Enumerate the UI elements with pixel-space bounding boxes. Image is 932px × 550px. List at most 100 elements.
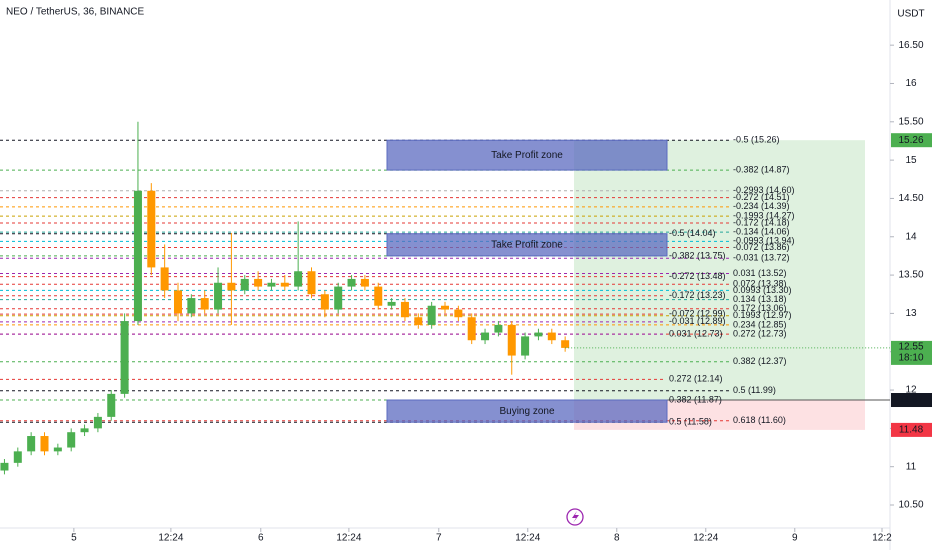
candle-body	[53, 447, 62, 452]
y-tick-label: 15	[905, 155, 917, 166]
candle-body	[200, 298, 209, 310]
fib-label: 0.172 (13.06)	[733, 303, 787, 313]
x-tick-label: 12:24	[515, 533, 540, 544]
fib-label: 0.0993 (13.30)	[733, 285, 792, 295]
event-bolt	[572, 511, 579, 523]
candle-body	[173, 290, 183, 314]
fib-label: 0.618 (11.60)	[733, 415, 786, 425]
y-tick-label: 13	[905, 308, 917, 319]
candle-body	[280, 282, 289, 287]
fib-label: -0.382 (14.87)	[733, 164, 790, 174]
zone-label: Take Profit zone	[491, 239, 563, 250]
candle-body	[187, 298, 196, 314]
candle-body	[267, 282, 276, 287]
fib-label: -0.272 (13.48)	[669, 271, 726, 281]
fib-label: -0.2993 (14.60)	[733, 185, 795, 195]
y-tick-label: 16	[905, 78, 917, 89]
fib-label: -0.5 (14.04)	[669, 228, 716, 238]
unit-label: USDT	[897, 9, 924, 20]
fib-label: -0.0993 (13.94)	[733, 236, 795, 246]
y-tick-label: 11	[906, 461, 917, 472]
zone-label: Buying zone	[499, 406, 554, 417]
fib-label: 0.031 (13.52)	[733, 268, 787, 278]
candle-body	[547, 332, 556, 341]
price-tag-label: 11.87	[899, 395, 924, 406]
candle-body	[160, 267, 169, 291]
fib-label: -0.031 (12.89)	[669, 316, 726, 326]
candle-body	[320, 294, 329, 310]
x-tick-label: 7	[436, 533, 442, 544]
x-tick-label: 5	[71, 533, 77, 544]
fib-label: 0.1993 (12.97)	[733, 310, 792, 320]
candle-body	[454, 309, 463, 318]
candle-body	[227, 282, 236, 291]
candle-body	[107, 393, 116, 417]
zone-box	[386, 139, 668, 171]
y-tick-label: 10.50	[898, 500, 923, 511]
fib-label: 0.272 (12.14)	[669, 374, 723, 384]
candle-body	[133, 190, 142, 322]
event-icon[interactable]	[566, 508, 584, 526]
candle-body	[27, 436, 36, 452]
fib-label: -0.1993 (14.27)	[733, 210, 795, 220]
fib-label: 0.031 (12.73)	[669, 328, 723, 338]
candle-body	[214, 282, 223, 310]
y-tick-label: 13.50	[898, 270, 923, 281]
fib-label: 0.272 (12.73)	[733, 328, 787, 338]
candle-body	[294, 271, 303, 287]
fib-label: -0.172 (13.23)	[669, 290, 726, 300]
candle-body	[387, 301, 396, 306]
fib-label: 0.382 (12.37)	[733, 356, 787, 366]
fib-label: 0.382 (11.87)	[669, 394, 722, 404]
x-tick-label: 9	[792, 533, 798, 544]
candle-body	[347, 278, 356, 287]
candle-body	[40, 436, 49, 452]
price-tag-label: 15.26	[898, 135, 923, 146]
price-tag-label: 11.48	[899, 425, 924, 436]
fib-label: 0.5 (11.99)	[733, 385, 776, 395]
candle-body	[414, 317, 423, 325]
candle-body	[307, 271, 316, 295]
fib-label: -0.172 (14.18)	[733, 217, 790, 227]
y-tick-label: 15.50	[898, 116, 923, 127]
x-tick-label: 12:24	[336, 533, 361, 544]
price-tag	[891, 393, 932, 408]
x-tick-label: 12:24	[158, 533, 183, 544]
candle-body	[467, 317, 476, 341]
price-tag-label: 12.55	[898, 342, 923, 353]
x-tick-label: 6	[258, 533, 264, 544]
y-tick-label: 16.50	[898, 40, 923, 51]
x-tick-label: 12:24	[693, 533, 718, 544]
y-tick-label: 14	[905, 231, 917, 242]
fib-label: 0.134 (13.18)	[733, 294, 787, 304]
fib-label: -0.031 (13.72)	[733, 253, 790, 263]
y-tick-label: 12	[905, 385, 917, 396]
countdown-label: 18:10	[898, 353, 923, 364]
candle-body	[534, 332, 543, 337]
candle-body	[481, 332, 490, 341]
y-tick-label: 14.50	[898, 193, 923, 204]
candle-body	[334, 286, 343, 310]
candle-body	[147, 190, 156, 268]
candle-body	[93, 416, 102, 429]
x-tick-label: 12:2	[872, 533, 892, 544]
candle-body	[13, 451, 22, 463]
fib-label: -0.134 (14.06)	[733, 227, 790, 237]
price-tag	[891, 133, 932, 148]
fib-label: -0.072 (13.86)	[733, 242, 790, 252]
price-tag	[891, 340, 932, 365]
profit-area	[574, 140, 865, 401]
zone-box	[386, 399, 668, 423]
fib-label: 0.5 (11.58)	[669, 417, 712, 427]
fib-label: -0.382 (13.75)	[669, 250, 726, 260]
candle-body	[240, 278, 249, 291]
fib-label: -0.272 (14.51)	[733, 192, 790, 202]
candle-body	[374, 286, 383, 306]
candle-body	[80, 428, 89, 433]
candle-body	[494, 324, 503, 333]
x-tick-label: 8	[614, 533, 620, 544]
candle-body	[427, 305, 436, 325]
candle-body	[440, 305, 450, 310]
fib-label: 0.072 (13.38)	[733, 279, 787, 289]
